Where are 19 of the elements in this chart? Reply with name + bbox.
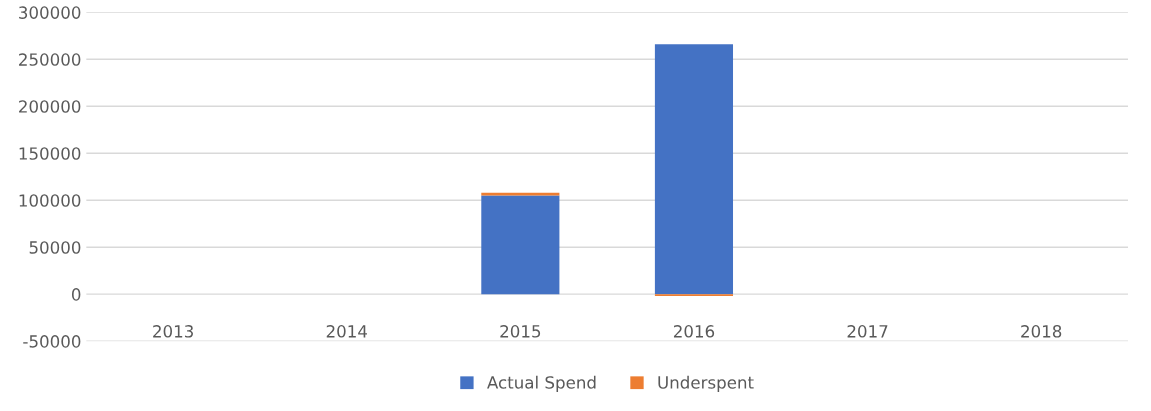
y-tick-label: 200000 bbox=[19, 100, 81, 113]
bar bbox=[481, 192, 560, 196]
bar bbox=[481, 195, 560, 295]
x-tick-label: 2016 bbox=[673, 325, 715, 338]
y-tick-label: 150000 bbox=[19, 147, 81, 160]
x-tick-label: 2014 bbox=[326, 325, 368, 338]
legend-label: Actual Spend bbox=[487, 375, 596, 392]
x-tick-label: 2015 bbox=[500, 325, 541, 338]
y-tick-label: 0 bbox=[71, 288, 81, 301]
legend-label: Underspent bbox=[658, 375, 754, 392]
bar bbox=[654, 44, 734, 295]
x-tick-label: 2013 bbox=[153, 325, 193, 338]
y-tick-label: 250000 bbox=[19, 53, 81, 66]
x-tick-label: 2018 bbox=[1021, 325, 1062, 338]
y-tick-label: 50000 bbox=[29, 241, 81, 254]
y-tick-label: 100000 bbox=[19, 194, 81, 207]
y-tick-label: 300000 bbox=[19, 6, 81, 19]
x-tick-label: 2017 bbox=[847, 325, 888, 338]
y-tick-label: -50000 bbox=[23, 335, 81, 348]
